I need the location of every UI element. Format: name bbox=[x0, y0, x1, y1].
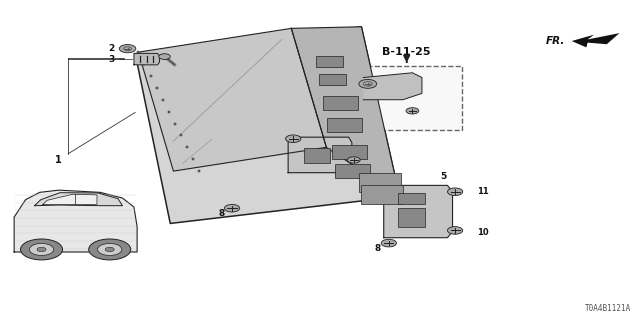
Polygon shape bbox=[364, 73, 422, 100]
Circle shape bbox=[447, 227, 463, 234]
Polygon shape bbox=[288, 137, 352, 173]
Polygon shape bbox=[572, 33, 620, 47]
Circle shape bbox=[381, 239, 396, 247]
Circle shape bbox=[119, 44, 136, 53]
Text: 8: 8 bbox=[218, 209, 225, 218]
Polygon shape bbox=[291, 27, 399, 196]
Text: 2: 2 bbox=[109, 44, 115, 53]
Text: 11: 11 bbox=[477, 187, 488, 196]
Circle shape bbox=[105, 247, 114, 252]
Circle shape bbox=[89, 239, 131, 260]
Text: 10: 10 bbox=[477, 228, 488, 237]
Circle shape bbox=[159, 54, 170, 60]
Circle shape bbox=[406, 108, 419, 114]
Circle shape bbox=[29, 244, 54, 255]
Circle shape bbox=[359, 79, 377, 88]
Text: 5: 5 bbox=[440, 172, 446, 181]
Text: 11: 11 bbox=[362, 156, 374, 164]
Bar bbox=[398, 193, 425, 204]
Bar bbox=[332, 145, 367, 159]
Text: 8: 8 bbox=[374, 244, 380, 253]
Circle shape bbox=[124, 47, 131, 51]
Circle shape bbox=[364, 82, 372, 86]
Polygon shape bbox=[14, 190, 137, 252]
Polygon shape bbox=[138, 28, 326, 171]
Bar bbox=[327, 118, 362, 132]
Circle shape bbox=[20, 239, 63, 260]
Circle shape bbox=[348, 157, 360, 163]
Polygon shape bbox=[43, 194, 97, 204]
Text: FR.: FR. bbox=[546, 36, 565, 46]
Circle shape bbox=[225, 204, 240, 212]
Polygon shape bbox=[384, 185, 452, 238]
Polygon shape bbox=[134, 53, 159, 65]
Bar bbox=[359, 173, 401, 192]
Circle shape bbox=[37, 247, 46, 252]
Text: 4: 4 bbox=[175, 49, 182, 58]
Text: 6: 6 bbox=[342, 125, 349, 134]
Circle shape bbox=[447, 188, 463, 196]
Text: 10: 10 bbox=[276, 125, 287, 134]
Bar bbox=[316, 56, 343, 67]
Bar bbox=[304, 148, 330, 163]
Text: B-11-25: B-11-25 bbox=[383, 47, 431, 57]
Circle shape bbox=[98, 244, 122, 255]
Text: T0A4B1121A: T0A4B1121A bbox=[585, 304, 631, 313]
Bar bbox=[398, 208, 425, 227]
Text: 3: 3 bbox=[109, 55, 115, 64]
Bar bbox=[362, 185, 403, 204]
Text: 1: 1 bbox=[56, 155, 62, 165]
Bar bbox=[335, 164, 370, 178]
Circle shape bbox=[285, 135, 301, 142]
Polygon shape bbox=[135, 27, 399, 223]
FancyBboxPatch shape bbox=[351, 67, 462, 130]
Bar bbox=[323, 96, 358, 110]
Bar bbox=[319, 74, 346, 85]
Polygon shape bbox=[35, 193, 122, 206]
